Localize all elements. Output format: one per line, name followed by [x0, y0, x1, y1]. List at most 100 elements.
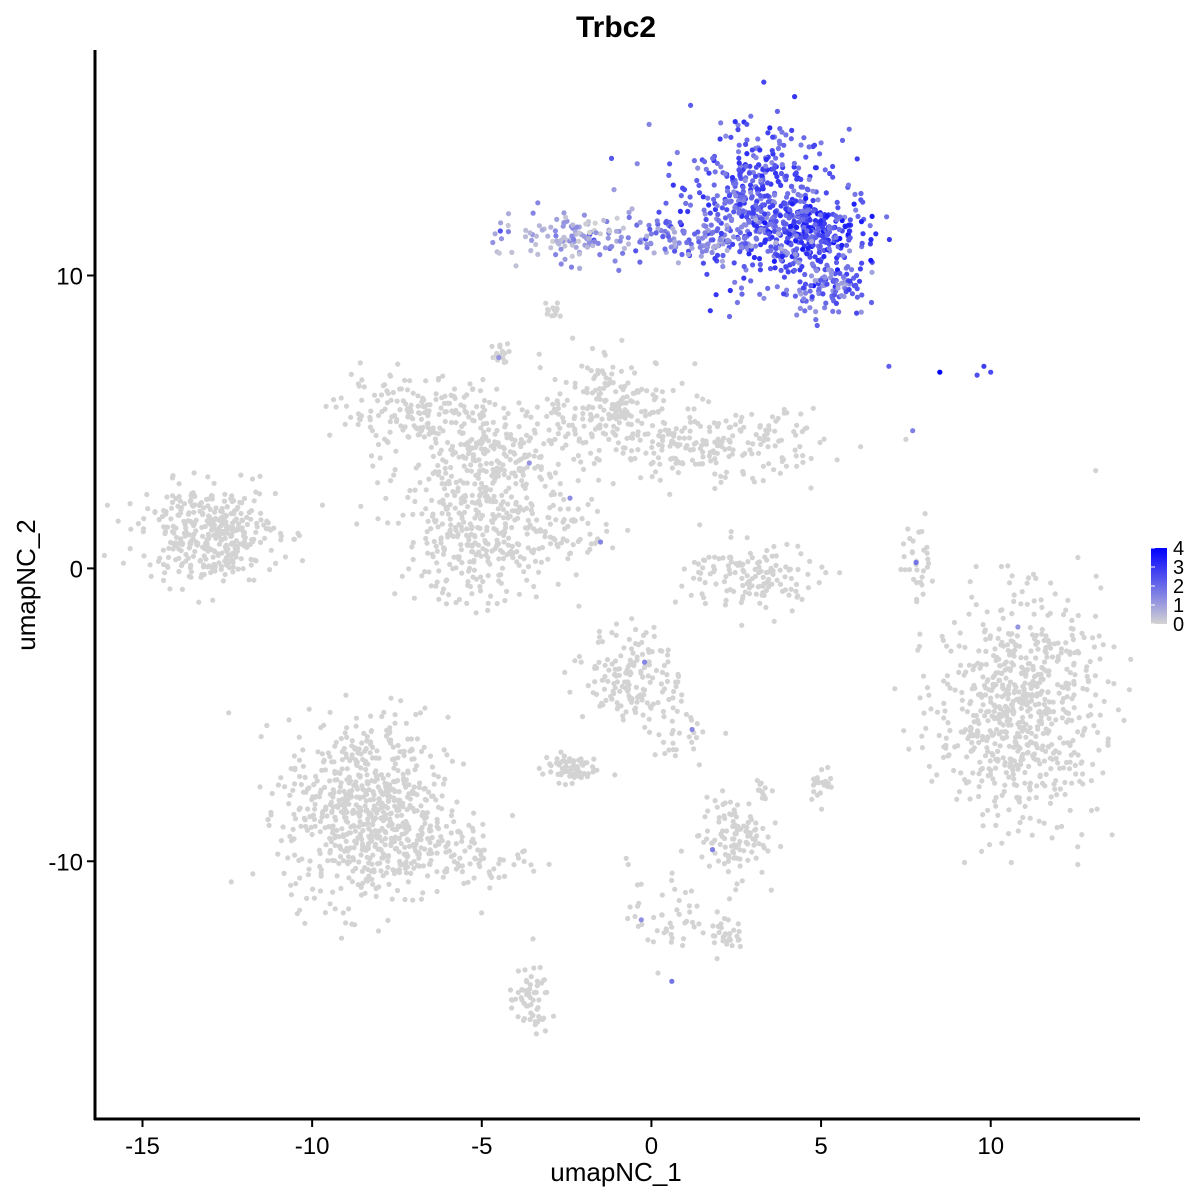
cell-point — [1093, 468, 1099, 474]
cell-point — [923, 725, 929, 731]
cell-point — [414, 736, 420, 742]
cell-point — [482, 451, 488, 457]
cell-point — [389, 896, 395, 902]
cell-point — [700, 930, 706, 936]
expressing-cell-point — [638, 917, 644, 923]
cell-point — [679, 692, 685, 698]
cell-point — [346, 791, 352, 797]
cell-point — [997, 677, 1003, 683]
cell-point — [343, 815, 349, 821]
cell-point — [532, 465, 538, 471]
cell-point — [480, 377, 486, 383]
cell-point — [458, 496, 464, 502]
cell-point — [426, 408, 432, 414]
cell-point — [771, 166, 777, 172]
cell-point — [739, 622, 745, 628]
cell-point — [639, 420, 645, 426]
cell-point — [411, 423, 417, 429]
cell-point — [596, 477, 602, 483]
cell-point — [916, 529, 922, 535]
cell-point — [128, 526, 134, 532]
cell-point — [470, 454, 476, 461]
cell-point — [509, 470, 515, 476]
cell-point — [956, 669, 962, 676]
cell-point — [614, 679, 621, 685]
cell-point — [355, 411, 362, 417]
cell-point — [516, 542, 522, 548]
cell-point — [946, 752, 952, 758]
cell-point — [366, 841, 372, 847]
cell-point — [1011, 709, 1017, 715]
cell-point — [491, 493, 497, 499]
cell-point — [1100, 770, 1106, 776]
cell-point — [836, 309, 842, 315]
cell-point — [753, 223, 760, 229]
cell-point — [609, 661, 615, 667]
cell-point — [971, 663, 978, 669]
cell-point — [205, 531, 211, 538]
cell-point — [222, 498, 228, 504]
cell-point — [424, 529, 430, 535]
cell-point — [647, 226, 653, 232]
cell-point — [503, 488, 509, 495]
cell-point — [794, 176, 800, 182]
cell-point — [428, 444, 434, 450]
cell-point — [614, 706, 620, 712]
cell-point — [610, 380, 616, 386]
cell-point — [319, 810, 325, 816]
cell-point — [769, 788, 775, 794]
cell-point — [714, 909, 720, 915]
cell-point — [576, 769, 582, 775]
cell-point — [375, 441, 382, 448]
cell-point — [655, 226, 661, 232]
cell-point — [462, 848, 468, 854]
cell-point — [332, 906, 338, 912]
cell-point — [700, 565, 706, 571]
cell-point — [966, 662, 973, 668]
cell-point — [210, 554, 216, 560]
cell-point — [576, 603, 582, 609]
cell-point — [412, 767, 418, 773]
cell-point — [762, 211, 768, 217]
cell-point — [630, 431, 636, 437]
cell-point — [1075, 861, 1081, 868]
cell-point — [477, 462, 483, 468]
cell-point — [694, 177, 700, 184]
cell-point — [694, 903, 700, 909]
cell-point — [873, 231, 879, 237]
cell-point — [210, 597, 216, 603]
cell-point — [1014, 782, 1020, 789]
cell-point — [747, 231, 753, 237]
cell-point — [384, 400, 390, 406]
cell-point — [1002, 762, 1008, 768]
cell-point — [720, 788, 726, 794]
cell-point — [955, 743, 961, 749]
cell-point — [1073, 771, 1079, 777]
chart-title: Trbc2 — [576, 11, 656, 44]
cell-point — [395, 767, 401, 774]
cell-point — [679, 380, 685, 386]
cell-point — [448, 464, 454, 471]
cell-point — [625, 527, 631, 533]
cell-point — [720, 801, 726, 808]
cell-point — [430, 425, 436, 431]
cell-point — [967, 728, 973, 734]
cell-point — [743, 141, 749, 147]
cell-point — [374, 773, 380, 779]
cell-point — [382, 406, 388, 412]
cell-point — [708, 222, 714, 228]
cell-point — [357, 807, 363, 813]
cell-point — [307, 814, 313, 820]
cell-point — [292, 781, 298, 787]
cell-point — [536, 223, 543, 229]
cell-point — [814, 775, 820, 781]
cell-point — [779, 129, 785, 135]
cell-point — [558, 261, 564, 267]
cell-point — [654, 928, 660, 934]
cell-point — [760, 574, 766, 580]
cell-point — [671, 433, 677, 439]
cell-point — [249, 476, 256, 482]
cell-point — [798, 239, 805, 245]
cell-point — [377, 455, 383, 461]
cell-point — [101, 552, 107, 559]
